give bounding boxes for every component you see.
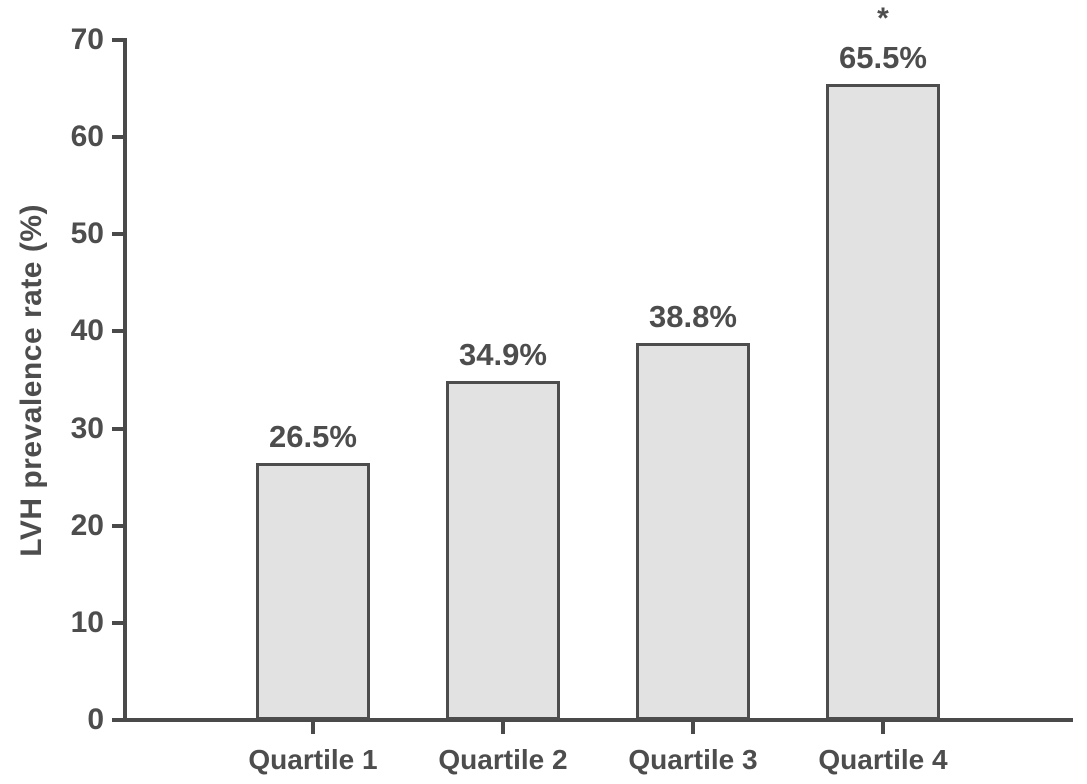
y-axis-tick-label: 10 [70, 605, 104, 639]
x-axis-label: Quartile 2 [438, 744, 568, 775]
y-axis-tick [112, 38, 123, 42]
y-axis-title-text: LVH prevalence rate (%) [15, 203, 48, 557]
bar-value-label: 38.8% [649, 299, 737, 335]
bar-1 [256, 462, 370, 720]
y-axis-tick [112, 620, 123, 625]
y-axis-tick-label: 70 [70, 23, 104, 56]
y-axis-line [123, 38, 127, 722]
x-axis-label: Quartile 1 [248, 744, 378, 775]
y-axis-tick [112, 718, 123, 722]
x-axis-label: Quartile 4 [818, 744, 948, 775]
y-axis-tick [112, 523, 123, 528]
x-axis-line [123, 718, 1073, 722]
x-axis-tick [501, 722, 505, 734]
y-axis-tick [112, 329, 123, 334]
x-axis-tick [881, 722, 885, 734]
bar-value-label: 26.5% [269, 418, 357, 454]
bar-4 [826, 83, 940, 720]
bar-2 [446, 380, 560, 720]
y-axis-tick [112, 232, 123, 237]
y-axis-tick-label: 30 [70, 411, 104, 445]
x-axis-tick [311, 722, 315, 734]
x-axis-label: Quartile 3 [628, 744, 758, 775]
y-axis-tick-label: 50 [70, 217, 104, 251]
y-axis-tick-label: 0 [87, 703, 104, 736]
x-axis-tick [691, 722, 695, 734]
y-axis-tick [112, 135, 123, 140]
y-axis-tick-label: 20 [70, 508, 104, 542]
significance-asterisk: * [877, 1, 889, 35]
bar-value-label: 34.9% [459, 336, 547, 372]
bar-value-label: 65.5% [839, 39, 927, 75]
bar-3 [636, 343, 750, 720]
y-axis-tick [112, 426, 123, 431]
y-axis-tick-label: 40 [70, 314, 104, 348]
y-axis-tick-label: 60 [70, 120, 104, 154]
